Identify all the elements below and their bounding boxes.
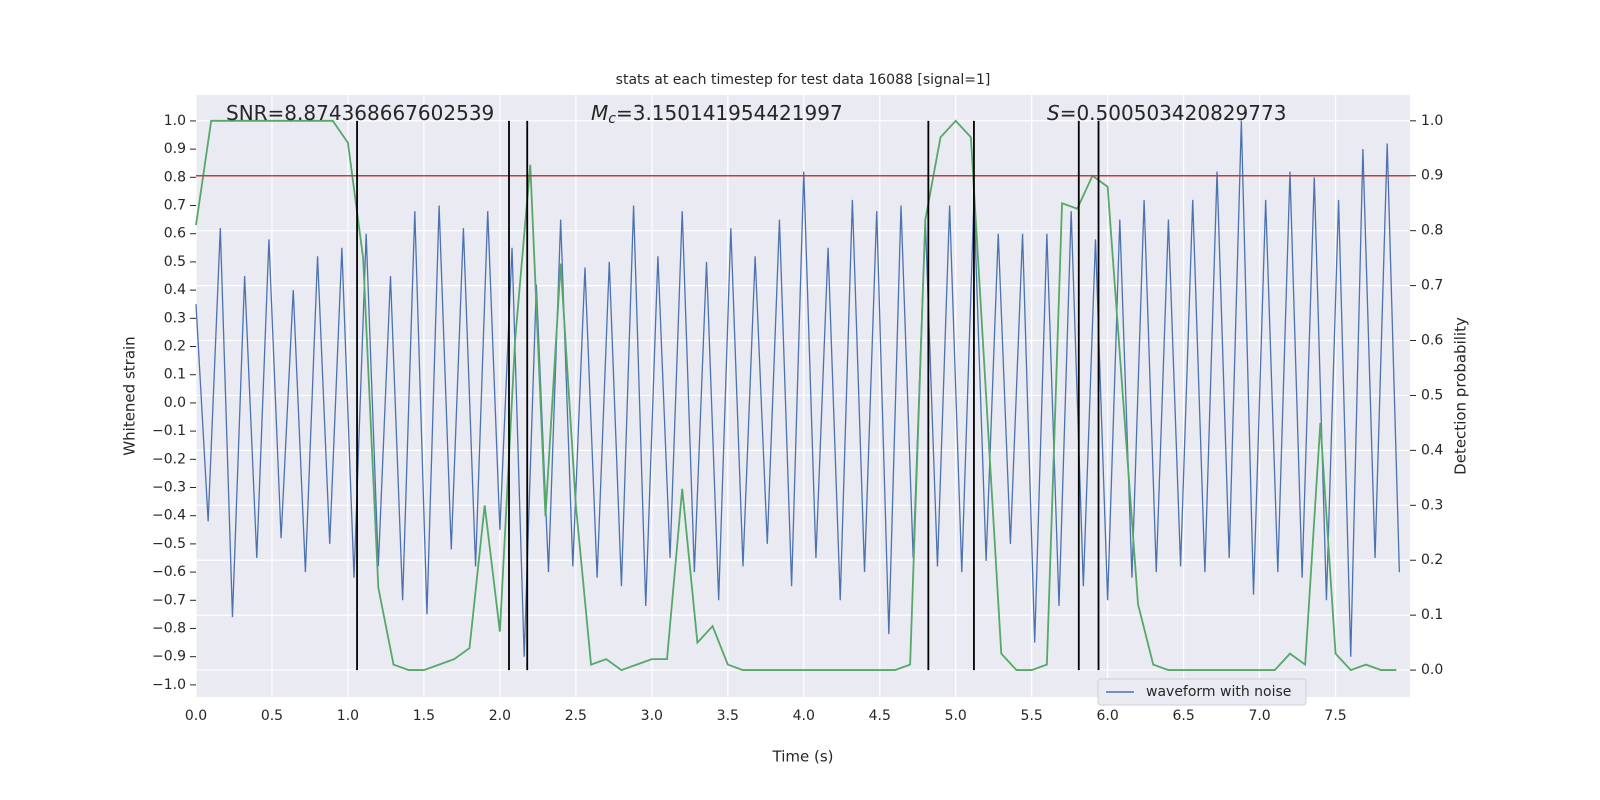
y2-tick-label: 0.6 — [1421, 333, 1443, 349]
y-tick-label: 0.0 — [164, 395, 186, 411]
y-tick-label: −0.4 — [152, 508, 186, 524]
y-tick-label: −1.0 — [152, 677, 186, 693]
y-tick-label: 1.0 — [164, 113, 186, 129]
annotation-text: =0.500503420829773 — [1060, 101, 1287, 125]
x-tick-label: 7.0 — [1248, 708, 1270, 724]
y2-tick-label: 0.5 — [1421, 387, 1443, 403]
y-tick-label: −0.6 — [152, 564, 186, 580]
y2-tick-label: 0.7 — [1421, 278, 1443, 294]
x-tick-label: 1.5 — [413, 708, 435, 724]
y2-tick-label: 0.3 — [1421, 497, 1443, 513]
y-tick-label: 0.6 — [164, 226, 186, 242]
annotation: S=0.500503420829773 — [1047, 101, 1286, 125]
x-tick-label: 7.5 — [1324, 708, 1346, 724]
y2-axis-label: Detection probability — [1452, 317, 1470, 475]
x-tick-label: 5.5 — [1021, 708, 1043, 724]
y-tick-label: 0.7 — [164, 198, 186, 214]
y2-tick-label: 1.0 — [1421, 113, 1443, 129]
y-axis-label: Whitened strain — [121, 336, 139, 455]
y-tick-label: −0.7 — [152, 592, 186, 608]
y-tick-label: 0.9 — [164, 141, 186, 157]
y2-tick-label: 0.8 — [1421, 223, 1443, 239]
x-tick-label: 3.5 — [717, 708, 739, 724]
annotation-symbol: M — [591, 101, 608, 125]
annotation-text: =3.150141954421997 — [616, 101, 843, 125]
y-tick-label: 0.1 — [164, 367, 186, 383]
y2-tick-label: 0.0 — [1421, 662, 1443, 678]
y-tick-label: 0.2 — [164, 339, 186, 355]
series-line — [195, 119, 1397, 672]
y-tick-label: 0.4 — [164, 282, 186, 298]
y-tick-label: 0.3 — [164, 310, 186, 326]
x-tick-label: 6.0 — [1097, 708, 1119, 724]
y-tick-label: −0.5 — [152, 536, 186, 552]
x-axis-label: Time (s) — [772, 748, 834, 766]
y-tick-label: −0.9 — [152, 649, 186, 665]
x-tick-label: 0.5 — [261, 708, 283, 724]
annotation-subscript: c — [608, 111, 616, 127]
y-tick-label: 0.5 — [164, 254, 186, 270]
legend-label: waveform with noise — [1146, 684, 1291, 700]
y2-tick-label: 0.2 — [1421, 552, 1443, 568]
chart-title: stats at each timestep for test data 160… — [616, 72, 991, 88]
x-tick-label: 4.5 — [869, 708, 891, 724]
y2-tick-label: 0.1 — [1421, 607, 1443, 623]
x-tick-label: 5.0 — [945, 708, 967, 724]
x-tick-label: 2.0 — [489, 708, 511, 724]
legend-box — [1097, 678, 1307, 706]
x-tick-label: 0.0 — [185, 708, 207, 724]
x-tick-label: 2.5 — [565, 708, 587, 724]
y-tick-label: −0.2 — [152, 451, 186, 467]
y-tick-label: −0.8 — [152, 620, 186, 636]
x-tick-label: 1.0 — [337, 708, 359, 724]
y-tick-label: −0.3 — [152, 479, 186, 495]
y-tick-label: 0.8 — [164, 169, 186, 185]
series-line — [195, 120, 1401, 657]
y2-tick-label: 0.9 — [1421, 168, 1443, 184]
x-tick-label: 6.5 — [1172, 708, 1194, 724]
y2-tick-label: 0.4 — [1421, 442, 1443, 458]
annotation: Mc=3.150141954421997 — [591, 101, 843, 128]
annotation-symbol: S — [1047, 101, 1060, 125]
x-tick-label: 4.0 — [793, 708, 815, 724]
x-tick-label: 3.0 — [641, 708, 663, 724]
y-tick-label: −0.1 — [152, 423, 186, 439]
annotation-text: SNR=8.874368667602539 — [226, 101, 494, 125]
annotation: SNR=8.874368667602539 — [226, 101, 494, 125]
